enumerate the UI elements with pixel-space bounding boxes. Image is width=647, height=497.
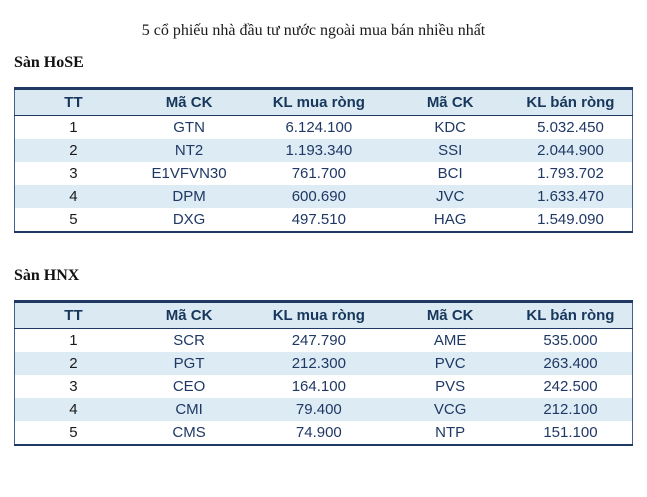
cell-sell-ticker: BCI: [391, 162, 509, 185]
cell-rank: 3: [14, 375, 132, 398]
page-title: 5 cổ phiếu nhà đầu tư nước ngoài mua bán…: [141, 22, 486, 39]
cell-buy-ticker: SCR: [131, 328, 247, 352]
table-row: 5 DXG 497.510 HAG 1.549.090: [14, 208, 633, 232]
cell-rank: 1: [14, 328, 132, 352]
column-header-tt: TT: [14, 300, 132, 329]
cell-sell-volume: 1.793.702: [508, 162, 633, 185]
cell-rank: 5: [14, 421, 132, 445]
cell-buy-ticker: CEO: [131, 375, 247, 398]
cell-sell-volume: 1.633.470: [508, 185, 633, 208]
column-header-ma-ck-ban: Mã CK: [391, 87, 509, 116]
cell-buy-ticker: CMS: [131, 421, 247, 445]
hose-table-header: TT Mã CK KL mua ròng Mã CK KL bán ròng: [14, 87, 633, 116]
cell-sell-volume: 5.032.450: [508, 115, 633, 139]
section-label-hose: Sàn HoSE: [14, 54, 84, 71]
cell-sell-volume: 2.044.900: [508, 139, 633, 162]
column-header-kl-mua-rong: KL mua ròng: [246, 300, 392, 329]
section-hnx: Sàn HNX TT Mã CK KL mua ròng Mã CK KL bá…: [14, 267, 633, 446]
article-page: 5 cổ phiếu nhà đầu tư nước ngoài mua bán…: [0, 22, 647, 446]
header-row: TT Mã CK KL mua ròng Mã CK KL bán ròng: [14, 87, 633, 116]
column-header-tt: TT: [14, 87, 132, 116]
table-row: 5 CMS 74.900 NTP 151.100: [14, 421, 633, 445]
table-row: 4 CMI 79.400 VCG 212.100: [14, 398, 633, 421]
cell-sell-ticker: HAG: [391, 208, 509, 232]
cell-sell-ticker: JVC: [391, 185, 509, 208]
cell-buy-volume: 247.790: [246, 328, 392, 352]
cell-sell-volume: 151.100: [508, 421, 633, 445]
column-header-kl-ban-rong: KL bán ròng: [508, 300, 633, 329]
cell-sell-ticker: AME: [391, 328, 509, 352]
table-row: 4 DPM 600.690 JVC 1.633.470: [14, 185, 633, 208]
cell-buy-volume: 74.900: [246, 421, 392, 445]
cell-sell-volume: 242.500: [508, 375, 633, 398]
hnx-table: TT Mã CK KL mua ròng Mã CK KL bán ròng 1…: [14, 300, 633, 446]
column-header-kl-ban-rong: KL bán ròng: [508, 87, 633, 116]
cell-buy-volume: 761.700: [246, 162, 392, 185]
cell-buy-ticker: E1VFVN30: [131, 162, 247, 185]
cell-sell-ticker: PVC: [391, 352, 509, 375]
section-label-hnx: Sàn HNX: [14, 267, 80, 284]
column-header-kl-mua-rong: KL mua ròng: [246, 87, 392, 116]
cell-buy-ticker: CMI: [131, 398, 247, 421]
column-header-ma-ck-mua: Mã CK: [131, 300, 247, 329]
cell-sell-ticker: PVS: [391, 375, 509, 398]
cell-buy-ticker: DXG: [131, 208, 247, 232]
cell-rank: 2: [14, 352, 132, 375]
cell-rank: 1: [14, 115, 132, 139]
cell-rank: 4: [14, 185, 132, 208]
cell-rank: 3: [14, 162, 132, 185]
cell-buy-volume: 600.690: [246, 185, 392, 208]
column-header-ma-ck-ban: Mã CK: [391, 300, 509, 329]
cell-sell-volume: 212.100: [508, 398, 633, 421]
column-header-ma-ck-mua: Mã CK: [131, 87, 247, 116]
cell-buy-volume: 497.510: [246, 208, 392, 232]
table-row: 3 CEO 164.100 PVS 242.500: [14, 375, 633, 398]
cell-buy-volume: 6.124.100: [246, 115, 392, 139]
hnx-table-body: 1 SCR 247.790 AME 535.000 2 PGT 212.300 …: [14, 328, 633, 445]
cell-rank: 4: [14, 398, 132, 421]
cell-sell-ticker: SSI: [391, 139, 509, 162]
cell-sell-ticker: NTP: [391, 421, 509, 445]
cell-buy-volume: 164.100: [246, 375, 392, 398]
cell-buy-volume: 1.193.340: [246, 139, 392, 162]
cell-buy-volume: 79.400: [246, 398, 392, 421]
cell-buy-ticker: PGT: [131, 352, 247, 375]
cell-buy-ticker: GTN: [131, 115, 247, 139]
cell-rank: 5: [14, 208, 132, 232]
table-row: 1 SCR 247.790 AME 535.000: [14, 328, 633, 352]
cell-sell-volume: 1.549.090: [508, 208, 633, 232]
table-row: 2 NT2 1.193.340 SSI 2.044.900: [14, 139, 633, 162]
cell-buy-volume: 212.300: [246, 352, 392, 375]
hnx-table-header: TT Mã CK KL mua ròng Mã CK KL bán ròng: [14, 300, 633, 329]
table-row: 2 PGT 212.300 PVC 263.400: [14, 352, 633, 375]
cell-sell-ticker: KDC: [391, 115, 509, 139]
cell-buy-ticker: DPM: [131, 185, 247, 208]
cell-sell-volume: 263.400: [508, 352, 633, 375]
cell-sell-volume: 535.000: [508, 328, 633, 352]
hose-table-body: 1 GTN 6.124.100 KDC 5.032.450 2 NT2 1.19…: [14, 115, 633, 232]
header-row: TT Mã CK KL mua ròng Mã CK KL bán ròng: [14, 300, 633, 329]
table-row: 3 E1VFVN30 761.700 BCI 1.793.702: [14, 162, 633, 185]
table-row: 1 GTN 6.124.100 KDC 5.032.450: [14, 115, 633, 139]
hose-table: TT Mã CK KL mua ròng Mã CK KL bán ròng 1…: [14, 87, 633, 233]
cell-rank: 2: [14, 139, 132, 162]
section-hose: Sàn HoSE TT Mã CK KL mua ròng Mã CK KL b…: [14, 54, 633, 233]
cell-buy-ticker: NT2: [131, 139, 247, 162]
cell-sell-ticker: VCG: [391, 398, 509, 421]
